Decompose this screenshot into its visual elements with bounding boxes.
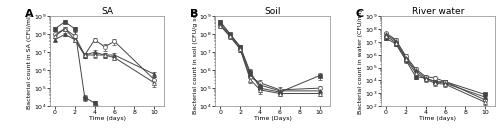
Y-axis label: Bacterial count in SA (CFU/ml): Bacterial count in SA (CFU/ml) bbox=[27, 14, 32, 109]
X-axis label: Time (days): Time (days) bbox=[420, 116, 457, 121]
X-axis label: Time (days): Time (days) bbox=[88, 116, 126, 121]
Title: SA: SA bbox=[101, 7, 113, 16]
Text: A: A bbox=[25, 9, 34, 19]
Title: Soil: Soil bbox=[264, 7, 281, 16]
Text: B: B bbox=[190, 9, 198, 19]
Text: C: C bbox=[356, 9, 364, 19]
X-axis label: Time (Days): Time (Days) bbox=[254, 116, 292, 121]
Title: River water: River water bbox=[412, 7, 464, 16]
Y-axis label: Bacterial count in soil (CFU/g soil): Bacterial count in soil (CFU/g soil) bbox=[192, 8, 198, 114]
Y-axis label: Bacterial count in water (CFU/ml): Bacterial count in water (CFU/ml) bbox=[358, 9, 363, 114]
